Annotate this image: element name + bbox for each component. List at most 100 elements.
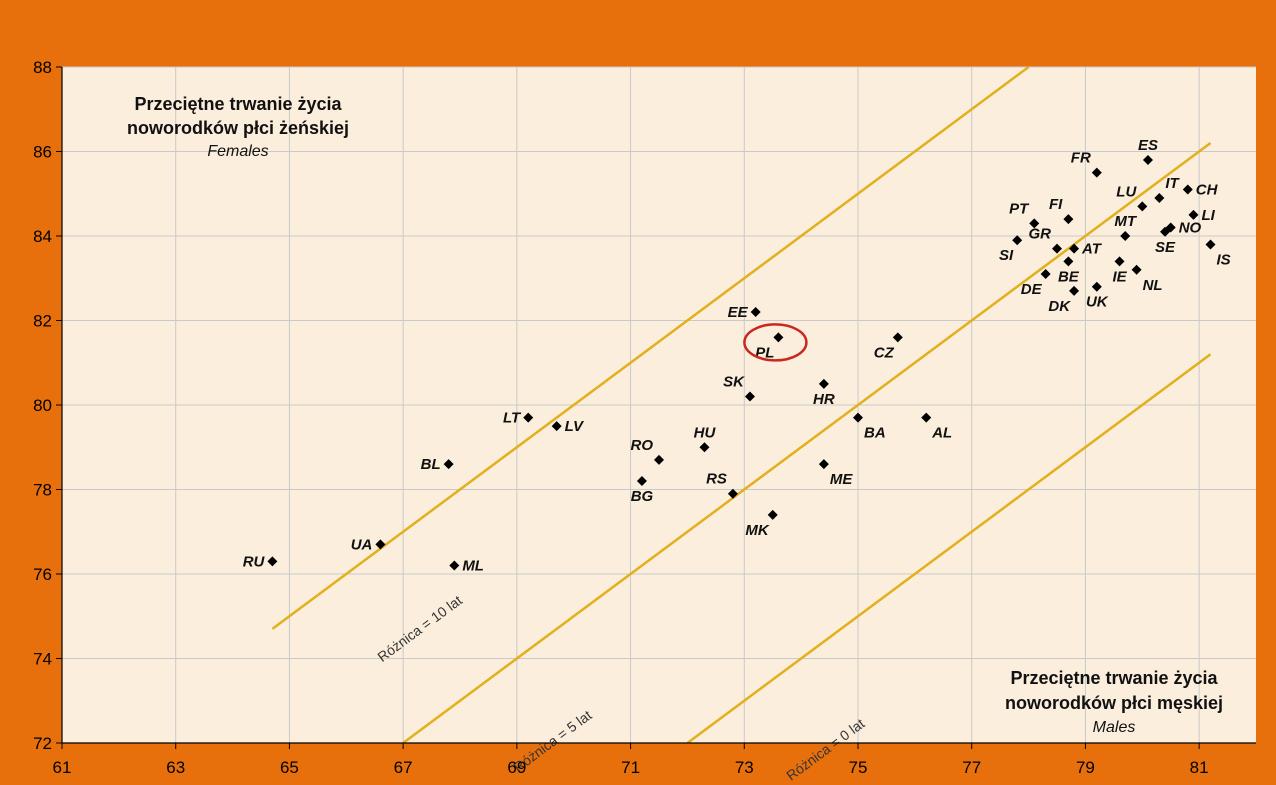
data-point xyxy=(1063,214,1074,225)
data-point xyxy=(654,454,664,465)
point-label: UK xyxy=(1086,294,1109,311)
x-tick-label: 69 xyxy=(507,758,526,777)
point-label: BL xyxy=(421,456,441,473)
point-label: AL xyxy=(931,425,952,442)
data-point xyxy=(1069,285,1080,296)
x-tick-label: 81 xyxy=(1190,758,1209,777)
data-point xyxy=(853,412,863,423)
point-label: BE xyxy=(1058,268,1080,285)
axes: 61 63 65 67 69 71 73 75 77 79 81 72 74 76 78 80 82 84 86 88 xyxy=(33,58,1256,777)
point-label: SI xyxy=(999,247,1014,264)
point-label: FR xyxy=(1071,150,1091,167)
data-point xyxy=(699,442,710,453)
x-tick-label: 73 xyxy=(735,758,754,777)
x-tick-label: 65 xyxy=(280,758,299,777)
point-label: LT xyxy=(503,410,522,427)
y-tick-label: 84 xyxy=(33,227,52,246)
point-label: ML xyxy=(462,558,484,575)
data-point xyxy=(744,391,755,402)
data-point xyxy=(1012,235,1023,246)
data-point xyxy=(727,488,738,499)
point-label: MK xyxy=(745,522,769,539)
data-point xyxy=(1114,256,1125,267)
x-axis-title: Przeciętne trwanie życia noworodków płci… xyxy=(1005,668,1223,736)
y-tick-label: 82 xyxy=(33,312,52,331)
x-title-line2: noworodków płci męskiej xyxy=(1005,693,1223,713)
y-tick-label: 86 xyxy=(33,143,52,162)
data-point xyxy=(1154,192,1165,203)
point-label: RU xyxy=(243,553,266,570)
data-point xyxy=(1142,154,1153,165)
data-point xyxy=(921,412,932,423)
data-point xyxy=(818,378,829,389)
point-label: CH xyxy=(1196,182,1219,199)
y-title-line2: noworodków płci żeńskiej xyxy=(127,118,349,138)
data-point xyxy=(636,476,647,487)
x-title-line3: Males xyxy=(1093,719,1136,736)
data-point xyxy=(1137,201,1148,212)
point-label: LU xyxy=(1116,183,1137,200)
y-tick-label: 76 xyxy=(33,565,52,584)
data-point xyxy=(523,412,534,423)
data-point xyxy=(818,459,829,470)
x-title-line1: Przeciętne trwanie życia xyxy=(1010,668,1218,688)
point-label: SK xyxy=(723,374,745,391)
y-title-line3: Females xyxy=(207,143,268,160)
data-point xyxy=(892,332,903,343)
data-point xyxy=(1052,243,1062,254)
data-point xyxy=(1205,239,1216,250)
point-label: FI xyxy=(1049,196,1063,213)
point-label: LV xyxy=(565,418,585,435)
y-title-line1: Przeciętne trwanie życia xyxy=(134,94,342,114)
y-tick-label: 72 xyxy=(33,734,52,753)
reference-line xyxy=(402,142,1212,745)
point-label: GR xyxy=(1029,226,1052,243)
point-label: DK xyxy=(1048,298,1071,315)
y-tick-label: 88 xyxy=(33,58,52,77)
data-point xyxy=(1091,167,1102,178)
point-label: MT xyxy=(1114,213,1137,230)
point-label: SE xyxy=(1155,239,1176,256)
point-label: HR xyxy=(813,391,835,408)
x-tick-label: 77 xyxy=(962,758,981,777)
reference-line xyxy=(271,65,1030,630)
data-point xyxy=(1029,218,1040,229)
data-point xyxy=(267,556,278,567)
data-point xyxy=(773,332,784,343)
data-point xyxy=(1131,264,1142,275)
point-label: BA xyxy=(864,425,886,442)
data-point xyxy=(1040,269,1051,280)
data-point xyxy=(1165,222,1176,233)
point-label: BG xyxy=(631,488,654,505)
highlight-circle xyxy=(743,323,808,362)
point-label: DE xyxy=(1021,281,1043,298)
data-point xyxy=(1069,243,1080,254)
x-tick-label: 67 xyxy=(394,758,413,777)
data-point xyxy=(1188,209,1199,220)
data-point xyxy=(767,509,778,520)
x-tick-label: 63 xyxy=(166,758,185,777)
y-axis-title: Przeciętne trwanie życia noworodków płci… xyxy=(127,94,349,160)
grid-lines xyxy=(61,66,1256,744)
data-point xyxy=(1091,281,1102,292)
x-tick-label: 61 xyxy=(53,758,72,777)
point-label: IT xyxy=(1165,175,1180,192)
point-label: NO xyxy=(1179,220,1202,237)
x-tick-label: 75 xyxy=(849,758,868,777)
point-label: NL xyxy=(1143,277,1163,294)
x-tick-label: 71 xyxy=(621,758,640,777)
point-label: RS xyxy=(706,471,727,488)
point-label: UA xyxy=(351,536,373,553)
y-tick-label: 80 xyxy=(33,396,52,415)
point-label: IE xyxy=(1112,268,1127,285)
data-point xyxy=(443,459,454,470)
data-point xyxy=(1182,184,1193,195)
reference-line xyxy=(686,353,1212,745)
point-label: ES xyxy=(1138,137,1158,154)
point-label: AT xyxy=(1081,241,1103,258)
data-point xyxy=(750,307,761,318)
point-label: HU xyxy=(694,424,717,441)
point-label: PT xyxy=(1009,200,1030,217)
